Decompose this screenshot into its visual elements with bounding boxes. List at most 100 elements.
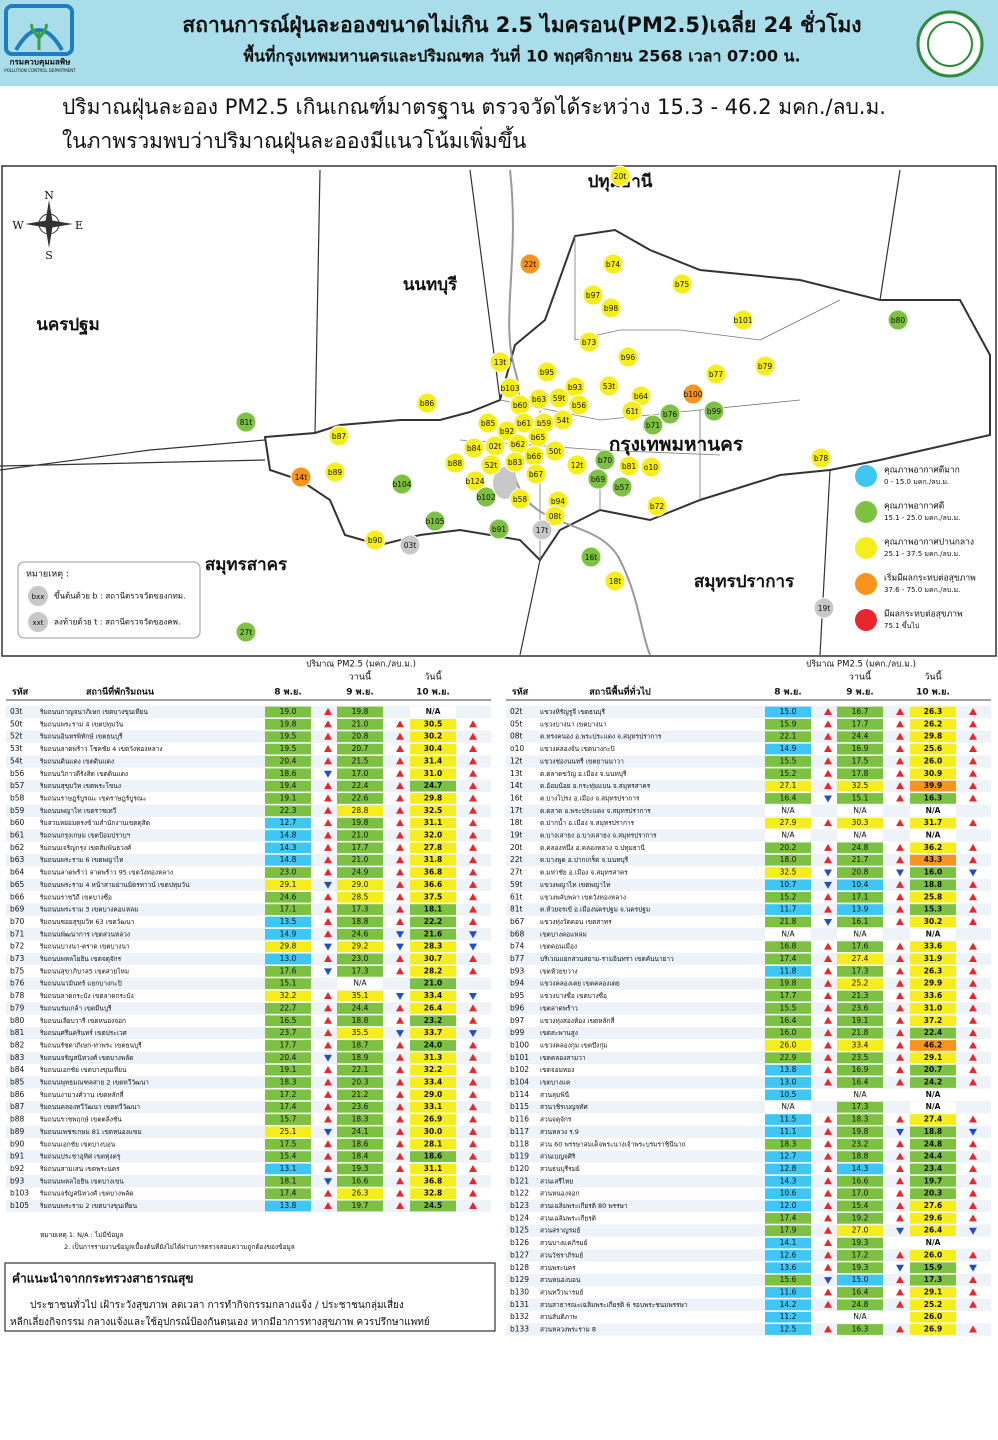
- station-name: ต.ตลาด อ.พระประแดง จ.สมุทรปราการ: [540, 807, 651, 815]
- value-cell: [337, 842, 383, 854]
- station-name: ริมถนนศรีนครินทร์ เขตประเวศ: [39, 1029, 127, 1037]
- value-text: 14.1: [780, 1238, 797, 1247]
- value-cell: [410, 1077, 456, 1088]
- value-text: 30.7: [424, 954, 443, 963]
- value-text: 17.5: [280, 1139, 297, 1148]
- value-text: 14.3: [780, 1176, 797, 1185]
- value-cell: [837, 928, 883, 940]
- value-cell: [410, 867, 456, 878]
- station-name: สวน 60 พรรษาสมเด็จพระนางเจ้าพระบรมราชินี…: [540, 1139, 686, 1148]
- station-code: b68: [510, 929, 525, 938]
- trend-up: [396, 1189, 404, 1197]
- value-text: 16.3: [852, 1325, 869, 1334]
- station-marker: [642, 414, 664, 436]
- value-text: 31.9: [924, 954, 943, 963]
- station-name: ริมถนนกรุงเกษม เขตป้อมปราบฯ: [39, 832, 130, 840]
- value-cell: [337, 718, 383, 730]
- trend-up: [969, 1115, 977, 1123]
- trend-up: [896, 794, 904, 802]
- value-cell: [337, 805, 383, 817]
- value-cell: [910, 854, 956, 866]
- value-cell: [837, 1311, 883, 1323]
- agency-logo: [4, 4, 74, 56]
- footnote: 2. เป็นการรายงานข้อมูลเบื้องต้นที่ยังไม่…: [64, 1242, 295, 1251]
- value-text: 30.9: [924, 769, 943, 778]
- value-text: 28.3: [424, 942, 443, 951]
- value-cell: [765, 805, 811, 817]
- trend-up: [896, 1214, 904, 1222]
- value-cell: [837, 1299, 883, 1311]
- trend-up: [896, 979, 904, 987]
- value-cell: [837, 1151, 883, 1162]
- trend-up: [896, 843, 904, 851]
- trend-up: [824, 843, 832, 851]
- trend-up: [969, 794, 977, 802]
- station-code: b133: [510, 1325, 529, 1334]
- station-code: 03t: [10, 707, 23, 716]
- value-text: 33.4: [852, 1040, 869, 1049]
- value-text: 26.9: [924, 1325, 943, 1334]
- value-text: 30.5: [424, 719, 443, 728]
- trend-up: [469, 880, 477, 888]
- value-cell: [837, 756, 883, 767]
- trend-down: [324, 1178, 332, 1186]
- station-code: 59t: [510, 880, 523, 889]
- legend-label: มีผลกระทบต่อสุขภาพ: [884, 609, 963, 620]
- station-code: b64: [10, 868, 25, 877]
- value-text: 24.4: [852, 732, 869, 741]
- value-text: 32.5: [852, 781, 869, 790]
- trend-up: [824, 819, 832, 827]
- value-cell: [837, 1138, 883, 1150]
- legend-label: คุณภาพอากาศดี: [884, 501, 944, 512]
- value-cell: [765, 879, 811, 891]
- value-text: 22.9: [780, 1053, 797, 1062]
- trend-up: [969, 1029, 977, 1037]
- value-cell: [765, 928, 811, 940]
- value-cell: [765, 1163, 811, 1175]
- value-text: 10.4: [852, 880, 869, 889]
- value-cell: [837, 1188, 883, 1200]
- value-cell: [410, 1089, 456, 1101]
- trend-up: [469, 1041, 477, 1049]
- station-marker: [290, 466, 312, 488]
- station-name: ริมถนนสามเสน เขตพระนคร: [39, 1165, 120, 1173]
- value-cell: [765, 1114, 811, 1125]
- value-text: 29.9: [924, 979, 943, 988]
- table-header: 9 พ.ย.: [846, 688, 873, 698]
- trend-up: [469, 868, 477, 876]
- station-name: แขวงคลองจั่น เขตบางกะปิ: [540, 744, 615, 753]
- table-yesterday: วานนี้: [349, 670, 372, 683]
- legend-range: 75.1 ขึ้นไป: [884, 619, 920, 630]
- value-text: 17.4: [780, 1213, 797, 1222]
- value-cell: [910, 1114, 956, 1125]
- station-label: 14t: [295, 473, 308, 482]
- station-code: b74: [510, 942, 525, 951]
- station-label: b66: [527, 452, 542, 461]
- value-text: 19.5: [280, 744, 297, 753]
- value-cell: [910, 1274, 956, 1286]
- station-name: แขวงหิรัญรูจี เขตธนบุรี: [540, 708, 606, 716]
- table-header: รหัส: [12, 687, 29, 698]
- value-text: N/A: [926, 929, 941, 938]
- trend-down: [396, 1030, 404, 1038]
- trend-up: [824, 967, 832, 975]
- trend-up: [824, 1214, 832, 1222]
- value-text: 17.2: [280, 1090, 297, 1099]
- value-text: 19.7: [924, 1176, 943, 1185]
- trend-up: [969, 782, 977, 790]
- value-text: 21.5: [352, 756, 369, 765]
- trend-up: [396, 905, 404, 913]
- value-text: 17.8: [852, 769, 869, 778]
- value-text: 19.5: [280, 732, 297, 741]
- value-cell: [765, 743, 811, 755]
- value-text: 16.9: [852, 1065, 869, 1074]
- station-marker: [536, 361, 558, 383]
- trend-up: [469, 955, 477, 962]
- value-cell: [265, 842, 311, 854]
- value-text: 13.9: [852, 905, 869, 914]
- value-text: 19.4: [280, 781, 297, 790]
- value-text: 18.0: [780, 855, 797, 864]
- legend-label: คุณภาพอากาศดีมาก: [884, 465, 960, 476]
- station-name: แขวงบางนา เขตบางนา: [540, 720, 607, 728]
- value-text: 18.7: [352, 1040, 369, 1049]
